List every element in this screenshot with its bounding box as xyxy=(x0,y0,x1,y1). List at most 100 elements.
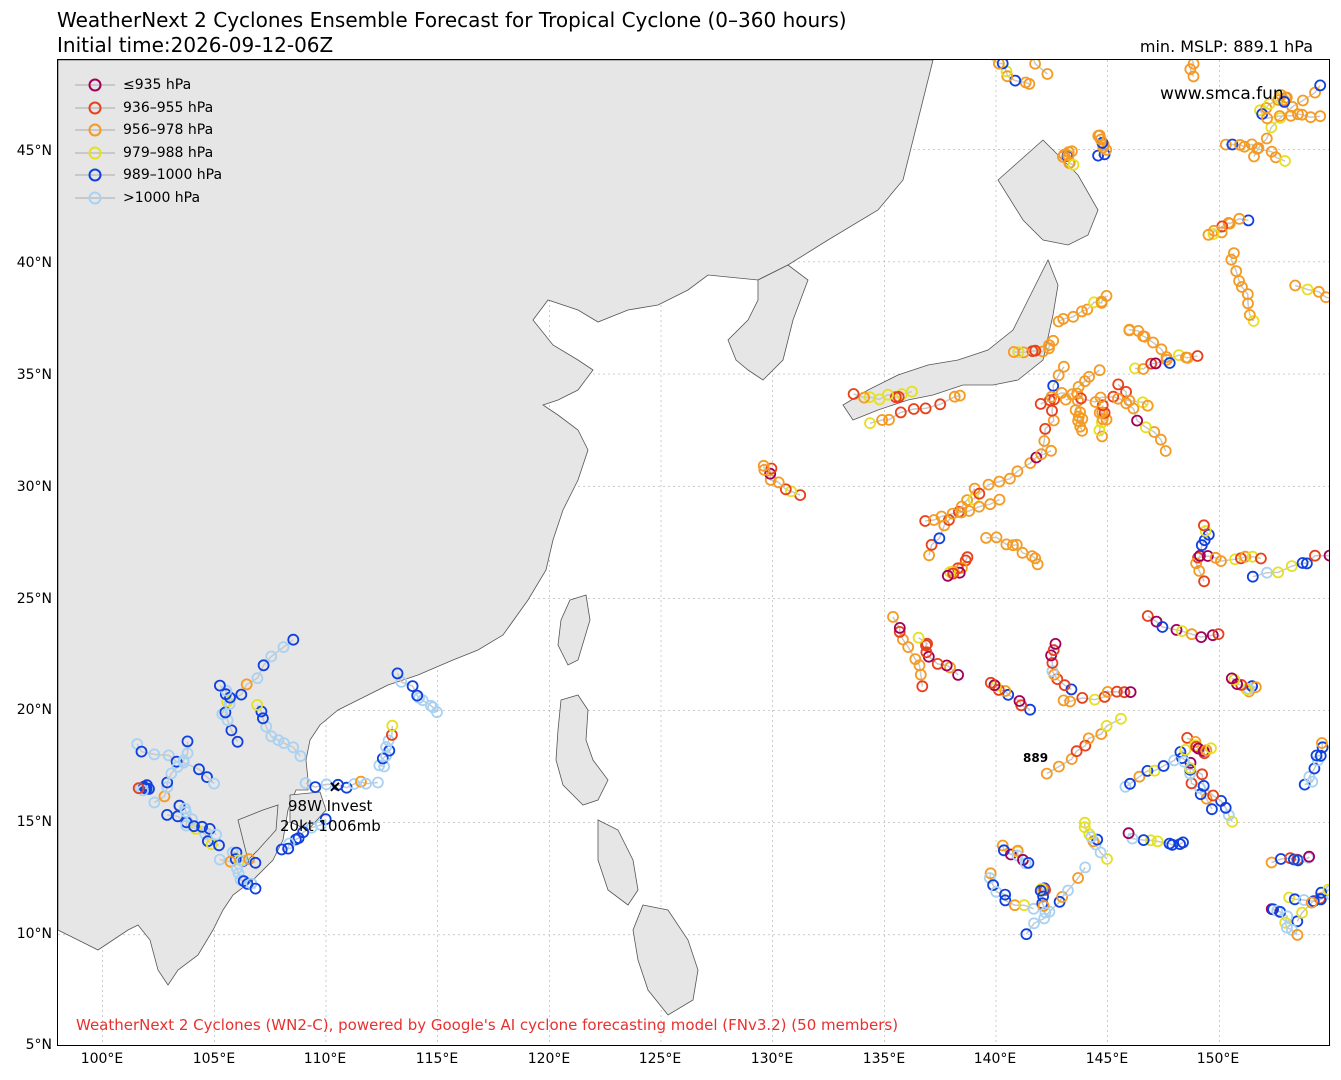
track-point xyxy=(223,698,236,710)
track-point xyxy=(1278,96,1291,108)
track-point xyxy=(1005,848,1017,861)
track-point xyxy=(1081,303,1094,316)
track-point xyxy=(993,493,1006,506)
track-point xyxy=(952,669,964,681)
track-point xyxy=(1007,346,1020,358)
ensemble-track-line xyxy=(1040,366,1065,455)
track-point xyxy=(225,724,238,737)
track-point xyxy=(1305,896,1318,909)
track-point xyxy=(1100,289,1113,302)
lon-tick: 145°E xyxy=(1085,1051,1129,1067)
track-point xyxy=(1137,834,1150,846)
track-point xyxy=(1320,291,1329,304)
lon-tick: 115°E xyxy=(415,1051,459,1067)
track-point xyxy=(1079,739,1092,752)
track-point xyxy=(1058,360,1070,373)
track-point xyxy=(1141,610,1154,622)
track-point xyxy=(1093,364,1106,377)
track-point xyxy=(1041,68,1054,80)
lon-tick: 120°E xyxy=(527,1051,571,1067)
track-point xyxy=(348,778,361,790)
lat-tick: 15°N xyxy=(16,814,52,830)
track-point xyxy=(1137,363,1150,375)
track-point xyxy=(287,633,300,646)
track-point xyxy=(919,515,932,527)
track-point xyxy=(1000,538,1013,551)
track-point xyxy=(265,730,278,743)
lat-tick: 35°N xyxy=(16,367,52,383)
initial-time: Initial time:2026-09-12-06Z xyxy=(57,33,334,57)
map-panel[interactable] xyxy=(57,59,1330,1046)
legend-label: ≤935 hPa xyxy=(123,77,192,94)
track-point xyxy=(1056,891,1069,903)
track-point xyxy=(186,813,199,826)
track-point xyxy=(1139,421,1152,434)
track-point xyxy=(1206,629,1219,642)
land-mainland-asia xyxy=(58,60,934,986)
land-japan xyxy=(842,139,1099,421)
track-point xyxy=(386,719,399,732)
track-point xyxy=(1202,528,1215,541)
legend: ≤935 hPa 936–955 hPa 956–978 hPa 979–988… xyxy=(73,74,222,209)
track-point xyxy=(973,487,986,500)
track-point xyxy=(765,462,778,475)
track-point xyxy=(1289,279,1302,292)
track-point xyxy=(283,837,296,850)
track-point xyxy=(1045,390,1058,403)
track-point xyxy=(1079,861,1092,874)
track-point xyxy=(1191,350,1204,362)
track-point xyxy=(406,680,419,692)
track-point xyxy=(1029,552,1042,565)
track-point xyxy=(1115,712,1127,725)
min-pressure-label: 889 xyxy=(1023,751,1049,765)
track-point xyxy=(1020,928,1033,941)
track-point xyxy=(889,391,902,404)
track-point xyxy=(1178,755,1190,768)
track-point xyxy=(1062,884,1074,897)
track-point xyxy=(1083,370,1095,383)
track-point xyxy=(1239,550,1252,563)
track-point xyxy=(1058,679,1071,692)
track-point xyxy=(1273,110,1286,122)
track-point xyxy=(764,473,777,486)
ensemble-track-line xyxy=(167,814,220,847)
lat-tick: 45°N xyxy=(16,143,52,159)
legend-item: ≤935 hPa xyxy=(73,74,222,97)
track-point xyxy=(1111,685,1123,698)
track-point xyxy=(1122,827,1135,840)
track-point xyxy=(1198,575,1210,588)
track-point xyxy=(984,498,997,511)
ensemble-track-line xyxy=(892,616,924,687)
track-point xyxy=(1011,844,1024,857)
track-point xyxy=(1147,336,1159,349)
ensemble-track-line xyxy=(281,818,327,851)
ensemble-track-line xyxy=(1208,218,1249,236)
track-point xyxy=(1225,253,1238,266)
track-point xyxy=(1123,394,1136,407)
track-point xyxy=(1195,631,1208,643)
track-point xyxy=(1212,628,1225,640)
track-point xyxy=(772,476,785,489)
track-point xyxy=(193,763,205,776)
track-point xyxy=(1202,228,1215,241)
track-point xyxy=(208,777,221,790)
website-watermark: www.smca.fun xyxy=(1160,84,1284,104)
track-point xyxy=(1100,720,1113,732)
track-point xyxy=(1291,915,1304,928)
track-point xyxy=(1283,891,1296,904)
track-point xyxy=(919,402,932,415)
track-point xyxy=(354,775,367,788)
track-point xyxy=(1207,789,1219,802)
track-point xyxy=(883,413,895,426)
track-point xyxy=(1149,357,1162,370)
track-point xyxy=(162,749,175,762)
track-point xyxy=(1096,399,1109,412)
track-point xyxy=(993,60,1005,70)
track-point xyxy=(179,806,192,818)
track-point xyxy=(139,782,152,795)
min-mslp: min. MSLP: 889.1 hPa xyxy=(1139,37,1313,56)
track-point xyxy=(1112,378,1125,391)
ensemble-track-line xyxy=(1271,908,1298,936)
track-point xyxy=(1296,557,1309,569)
track-point xyxy=(779,483,792,496)
